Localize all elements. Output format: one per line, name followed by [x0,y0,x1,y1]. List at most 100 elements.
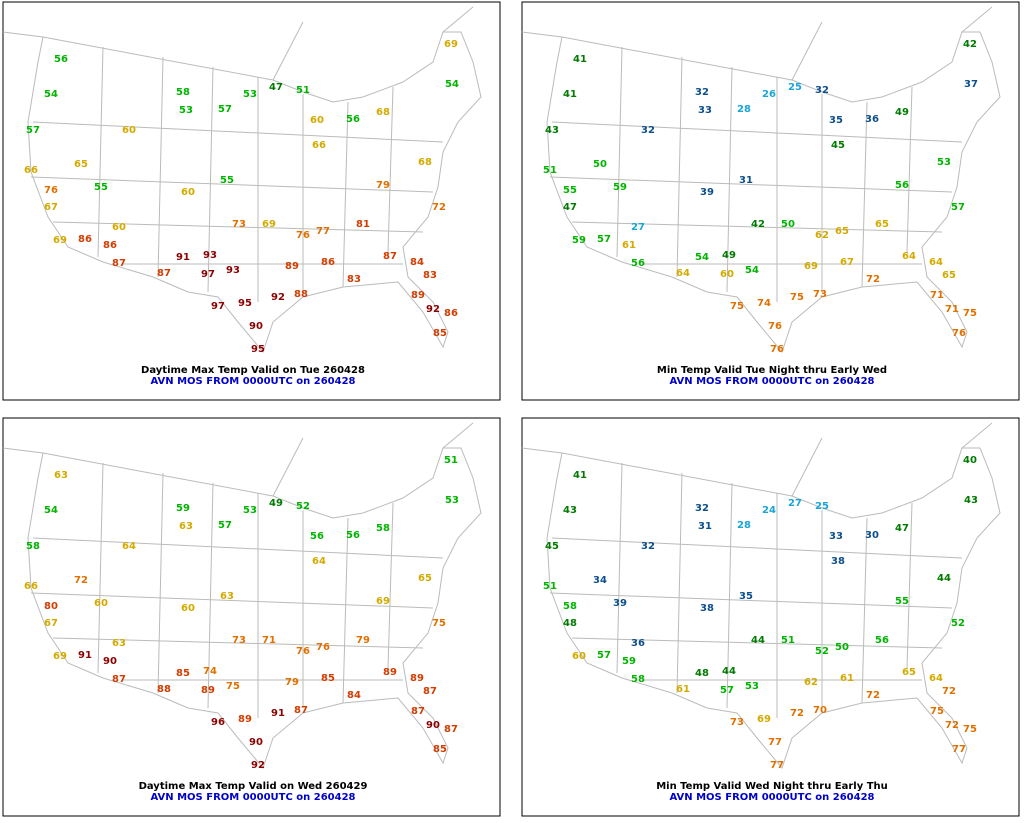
station-temp: 55 [220,175,234,186]
station-temp: 28 [737,104,751,115]
station-temp: 32 [641,541,655,552]
station-temp: 41 [563,89,577,100]
station-temp: 56 [310,531,324,542]
station-temp: 42 [751,219,765,230]
station-temp: 52 [951,618,965,629]
station-temp: 59 [572,235,586,246]
station-temp: 62 [804,677,818,688]
station-temp: 73 [232,635,246,646]
station-temp: 25 [815,501,829,512]
station-temp: 59 [622,656,636,667]
station-temp: 90 [249,321,263,332]
station-temp: 79 [285,677,299,688]
station-temp: 60 [572,651,586,662]
station-temp: 83 [347,274,361,285]
station-temp: 76 [768,321,782,332]
station-temp: 69 [804,261,818,272]
station-temp: 76 [296,646,310,657]
station-temp: 40 [963,455,977,466]
station-temp: 45 [545,541,559,552]
station-temp: 44 [722,666,736,677]
station-temp: 32 [815,85,829,96]
station-temp: 45 [831,140,845,151]
station-temp: 76 [296,230,310,241]
station-temp: 43 [964,495,978,506]
station-temp: 57 [218,520,232,531]
station-temp: 36 [865,114,879,125]
station-temp: 62 [815,230,829,241]
station-temp: 63 [54,470,68,481]
station-temp: 32 [695,503,709,514]
station-temp: 73 [813,289,827,300]
station-temp: 61 [840,673,854,684]
station-temp: 90 [426,720,440,731]
station-temp: 65 [942,270,956,281]
station-temp: 44 [937,573,951,584]
station-temp: 42 [963,39,977,50]
station-temp: 69 [53,651,67,662]
station-temp: 91 [176,252,190,263]
station-temp: 90 [103,656,117,667]
station-temp: 58 [563,601,577,612]
station-temp: 92 [271,292,285,303]
station-temp: 77 [770,760,784,771]
station-temp: 71 [930,290,944,301]
panel-subtitle: AVN MOS FROM 0000UTC on 260428 [669,792,874,803]
station-temp: 93 [203,250,217,261]
station-temp: 33 [698,105,712,116]
panel-subtitle: AVN MOS FROM 0000UTC on 260428 [150,792,355,803]
station-temp: 35 [829,115,843,126]
station-temp: 80 [44,601,58,612]
station-temp: 83 [423,270,437,281]
station-temp: 44 [751,635,765,646]
station-temp: 53 [937,157,951,168]
station-temp: 47 [269,82,283,93]
station-temp: 84 [410,257,424,268]
map-panel: 56 54 57 66 67 69 76 65 55 86 86 87 60 60 87 58 53 60 91 93… [2,1,501,401]
station-temp: 58 [631,674,645,685]
station-temp: 88 [294,289,308,300]
station-temp: 54 [445,79,459,90]
station-temp: 72 [432,202,446,213]
station-temp: 39 [700,187,714,198]
station-temp: 61 [676,684,690,695]
station-temp: 77 [768,737,782,748]
station-temp: 54 [44,505,58,516]
station-temp: 60 [122,125,136,136]
station-temp: 71 [945,304,959,315]
station-temp: 49 [895,107,909,118]
station-temp: 41 [573,54,587,65]
map-panel: 41 43 45 51 48 60 58 34 39 57 59 58 36 32 61 32 31 38 48 44… [521,417,1020,817]
station-temp: 50 [593,159,607,170]
station-temp: 72 [74,575,88,586]
station-temp: 89 [383,667,397,678]
station-temp: 87 [112,674,126,685]
station-temp: 51 [444,455,458,466]
station-temp: 31 [698,521,712,532]
station-temp: 92 [426,304,440,315]
station-temp: 41 [573,470,587,481]
map-panel: 41 41 43 51 47 59 55 50 59 57 61 56 27 32 64 32 33 39 54 49… [521,1,1020,401]
station-temp: 50 [781,219,795,230]
station-temp: 76 [44,185,58,196]
station-temp: 57 [218,104,232,115]
station-temp: 49 [269,498,283,509]
station-temp: 57 [951,202,965,213]
station-temp: 77 [316,226,330,237]
station-temp: 73 [232,219,246,230]
station-temp: 59 [176,503,190,514]
station-temp: 64 [902,251,916,262]
station-temp: 38 [700,603,714,614]
station-temp: 67 [44,618,58,629]
station-temp: 75 [963,724,977,735]
station-temp: 26 [762,89,776,100]
station-temp: 86 [321,257,335,268]
panel-title: Min Temp Valid Wed Night thru Early Thu [656,781,888,792]
station-temp: 35 [739,591,753,602]
station-temp: 76 [952,328,966,339]
station-temp: 56 [895,180,909,191]
station-temp: 68 [376,107,390,118]
station-temp: 32 [695,87,709,98]
station-temp: 57 [26,125,40,136]
